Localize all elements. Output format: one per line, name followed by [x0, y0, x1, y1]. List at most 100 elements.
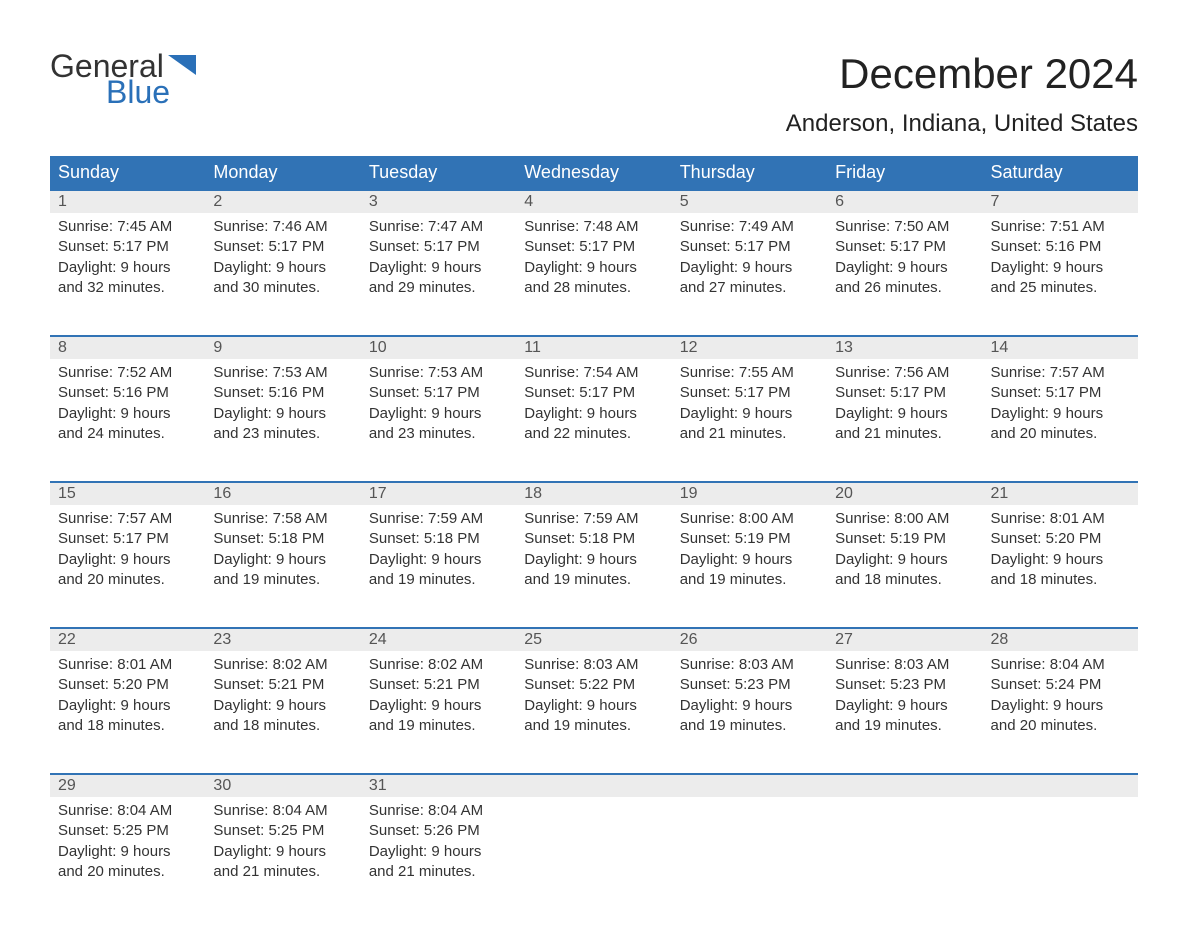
- logo: General Blue: [50, 50, 196, 108]
- day-dl2: and 32 minutes.: [58, 278, 197, 298]
- day-dl1: Daylight: 9 hours: [680, 696, 819, 716]
- day-dl1: Daylight: 9 hours: [58, 842, 197, 862]
- day-header: Friday: [827, 156, 982, 190]
- day-number-cell: 31: [361, 774, 516, 797]
- day-number-cell: 25: [516, 628, 671, 651]
- day-dl2: and 27 minutes.: [680, 278, 819, 298]
- day-dl1: Daylight: 9 hours: [524, 550, 663, 570]
- day-number-cell: 6: [827, 190, 982, 213]
- day-number-cell: 8: [50, 336, 205, 359]
- day-number-cell: 20: [827, 482, 982, 505]
- day-dl2: and 19 minutes.: [680, 570, 819, 590]
- day-number-cell: 3: [361, 190, 516, 213]
- day-header: Sunday: [50, 156, 205, 190]
- day-sr: Sunrise: 8:03 AM: [835, 655, 974, 675]
- day-body-row: Sunrise: 7:45 AMSunset: 5:17 PMDaylight:…: [50, 213, 1138, 306]
- day-body-row: Sunrise: 7:57 AMSunset: 5:17 PMDaylight:…: [50, 505, 1138, 598]
- day-dl2: and 21 minutes.: [369, 862, 508, 882]
- day-body-cell: Sunrise: 8:02 AMSunset: 5:21 PMDaylight:…: [205, 651, 360, 744]
- day-body-cell: Sunrise: 7:46 AMSunset: 5:17 PMDaylight:…: [205, 213, 360, 306]
- day-dl1: Daylight: 9 hours: [991, 550, 1130, 570]
- day-sr: Sunrise: 8:04 AM: [369, 801, 508, 821]
- day-ss: Sunset: 5:23 PM: [835, 675, 974, 695]
- day-number-cell: 15: [50, 482, 205, 505]
- day-body-cell: Sunrise: 7:45 AMSunset: 5:17 PMDaylight:…: [50, 213, 205, 306]
- day-dl1: Daylight: 9 hours: [991, 696, 1130, 716]
- week-separator: [50, 744, 1138, 774]
- day-ss: Sunset: 5:17 PM: [369, 383, 508, 403]
- day-body-cell: Sunrise: 8:01 AMSunset: 5:20 PMDaylight:…: [50, 651, 205, 744]
- day-header: Tuesday: [361, 156, 516, 190]
- day-number-cell: 22: [50, 628, 205, 651]
- day-header: Saturday: [983, 156, 1138, 190]
- day-body-cell: Sunrise: 8:04 AMSunset: 5:24 PMDaylight:…: [983, 651, 1138, 744]
- day-ss: Sunset: 5:17 PM: [58, 237, 197, 257]
- day-ss: Sunset: 5:23 PM: [680, 675, 819, 695]
- day-dl1: Daylight: 9 hours: [369, 842, 508, 862]
- day-number-cell: 5: [672, 190, 827, 213]
- day-sr: Sunrise: 7:45 AM: [58, 217, 197, 237]
- day-body-cell: Sunrise: 8:04 AMSunset: 5:25 PMDaylight:…: [50, 797, 205, 890]
- day-sr: Sunrise: 8:02 AM: [213, 655, 352, 675]
- day-dl2: and 24 minutes.: [58, 424, 197, 444]
- day-sr: Sunrise: 7:59 AM: [524, 509, 663, 529]
- day-ss: Sunset: 5:17 PM: [524, 237, 663, 257]
- day-body-cell: Sunrise: 8:00 AMSunset: 5:19 PMDaylight:…: [672, 505, 827, 598]
- day-sr: Sunrise: 7:52 AM: [58, 363, 197, 383]
- day-dl2: and 28 minutes.: [524, 278, 663, 298]
- day-number-cell: 4: [516, 190, 671, 213]
- day-number-cell: 1: [50, 190, 205, 213]
- day-body-cell: Sunrise: 7:49 AMSunset: 5:17 PMDaylight:…: [672, 213, 827, 306]
- day-ss: Sunset: 5:17 PM: [991, 383, 1130, 403]
- day-sr: Sunrise: 8:01 AM: [58, 655, 197, 675]
- day-dl1: Daylight: 9 hours: [213, 404, 352, 424]
- day-header: Wednesday: [516, 156, 671, 190]
- day-sr: Sunrise: 7:56 AM: [835, 363, 974, 383]
- day-sr: Sunrise: 7:57 AM: [58, 509, 197, 529]
- day-sr: Sunrise: 8:00 AM: [835, 509, 974, 529]
- page-header: General Blue December 2024 Anderson, Ind…: [50, 50, 1138, 148]
- day-ss: Sunset: 5:20 PM: [58, 675, 197, 695]
- month-title: December 2024: [786, 50, 1138, 98]
- day-body-cell: Sunrise: 7:53 AMSunset: 5:16 PMDaylight:…: [205, 359, 360, 452]
- day-dl1: Daylight: 9 hours: [213, 696, 352, 716]
- day-ss: Sunset: 5:22 PM: [524, 675, 663, 695]
- day-sr: Sunrise: 7:46 AM: [213, 217, 352, 237]
- day-number-cell: 28: [983, 628, 1138, 651]
- day-dl1: Daylight: 9 hours: [58, 550, 197, 570]
- day-number-cell: [827, 774, 982, 797]
- day-number-cell: 16: [205, 482, 360, 505]
- week-separator: [50, 306, 1138, 336]
- day-dl2: and 20 minutes.: [991, 716, 1130, 736]
- day-dl1: Daylight: 9 hours: [58, 696, 197, 716]
- day-ss: Sunset: 5:17 PM: [835, 383, 974, 403]
- day-number-cell: 29: [50, 774, 205, 797]
- day-sr: Sunrise: 7:53 AM: [369, 363, 508, 383]
- day-number-cell: [672, 774, 827, 797]
- flag-icon: [168, 55, 196, 75]
- location-label: Anderson, Indiana, United States: [786, 110, 1138, 138]
- day-ss: Sunset: 5:26 PM: [369, 821, 508, 841]
- day-number-row: 891011121314: [50, 336, 1138, 359]
- day-dl2: and 19 minutes.: [835, 716, 974, 736]
- day-dl1: Daylight: 9 hours: [369, 404, 508, 424]
- day-number-cell: 19: [672, 482, 827, 505]
- day-ss: Sunset: 5:17 PM: [835, 237, 974, 257]
- day-dl1: Daylight: 9 hours: [835, 696, 974, 716]
- day-body-cell: Sunrise: 7:51 AMSunset: 5:16 PMDaylight:…: [983, 213, 1138, 306]
- day-number-cell: 10: [361, 336, 516, 359]
- day-dl2: and 18 minutes.: [835, 570, 974, 590]
- day-number-cell: [983, 774, 1138, 797]
- day-body-cell: Sunrise: 7:54 AMSunset: 5:17 PMDaylight:…: [516, 359, 671, 452]
- day-ss: Sunset: 5:25 PM: [58, 821, 197, 841]
- day-number-row: 15161718192021: [50, 482, 1138, 505]
- day-ss: Sunset: 5:25 PM: [213, 821, 352, 841]
- day-dl1: Daylight: 9 hours: [58, 258, 197, 278]
- day-sr: Sunrise: 7:50 AM: [835, 217, 974, 237]
- day-ss: Sunset: 5:17 PM: [369, 237, 508, 257]
- day-dl2: and 26 minutes.: [835, 278, 974, 298]
- day-ss: Sunset: 5:16 PM: [991, 237, 1130, 257]
- day-number-cell: 7: [983, 190, 1138, 213]
- day-sr: Sunrise: 8:04 AM: [991, 655, 1130, 675]
- day-dl1: Daylight: 9 hours: [369, 696, 508, 716]
